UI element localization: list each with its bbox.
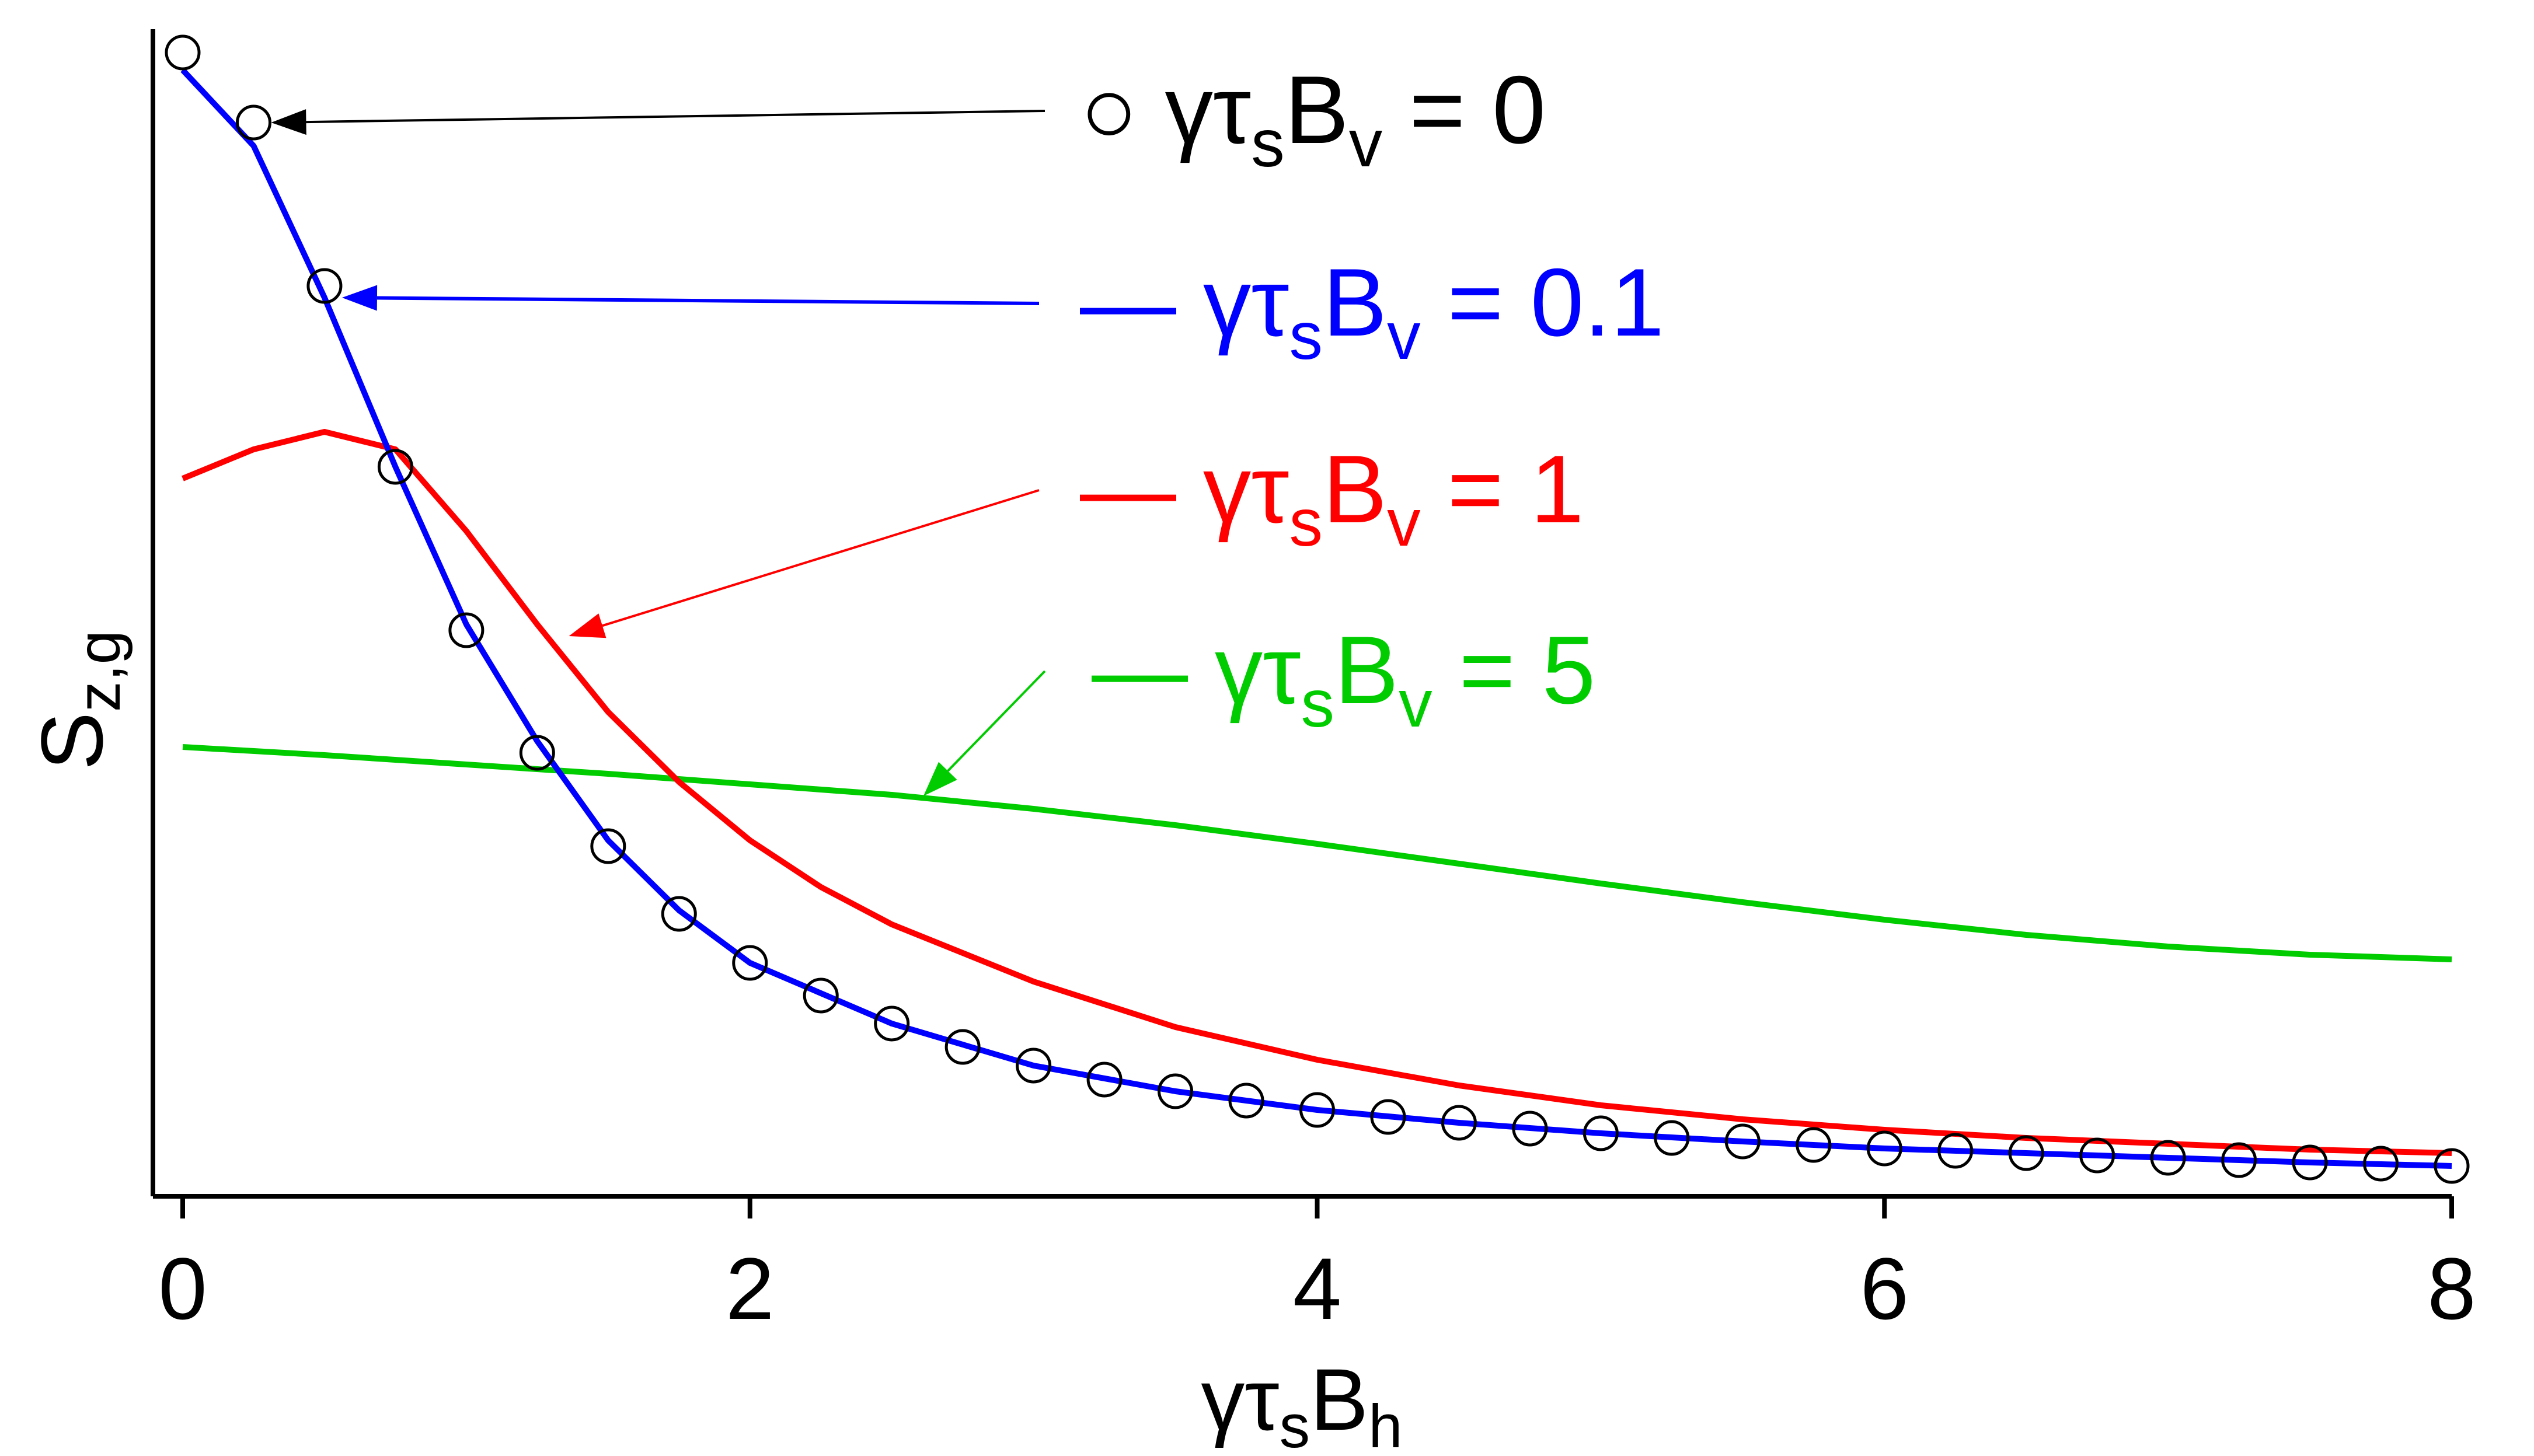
series-line xyxy=(182,744,2452,962)
data-point xyxy=(165,34,201,71)
legend-entry: — γτsBv = 5 xyxy=(1092,616,1595,741)
data-point xyxy=(1796,1127,1832,1163)
data-point xyxy=(2079,1137,2115,1174)
axes xyxy=(151,29,2452,1199)
data-point xyxy=(1866,1130,1902,1167)
data-point xyxy=(1370,1099,1406,1135)
legend-arrow-head xyxy=(341,285,378,311)
legend-entry: — γτsBv = 1 xyxy=(1080,435,1584,560)
x-tick-label: 0 xyxy=(158,1239,207,1338)
legend-arrow-line xyxy=(947,670,1046,772)
data-point xyxy=(235,104,271,141)
series-line xyxy=(180,68,2452,1169)
legend-arrow-line xyxy=(602,489,1040,627)
data-point xyxy=(1016,1048,1052,1084)
x-tick-label: 4 xyxy=(1293,1239,1341,1338)
data-point xyxy=(2292,1144,2328,1181)
legend-arrow-line xyxy=(377,296,1040,305)
data-point xyxy=(1654,1120,1690,1156)
data-point xyxy=(944,1029,981,1065)
data-point xyxy=(1086,1062,1123,1098)
legend: ○ γτsBv = 0 — γτsBv = 0.1 — γτsBv = 1 — γτs… xyxy=(1080,56,1664,741)
data-point xyxy=(1228,1083,1264,1119)
data-point xyxy=(2221,1142,2257,1178)
x-ticks: 0 2 4 6 8 xyxy=(158,1196,2476,1338)
x-axis-label: γτsBh xyxy=(1201,1350,1402,1456)
x-tick-label: 8 xyxy=(2427,1239,2476,1338)
data-point xyxy=(1724,1123,1761,1160)
legend-arrow-head xyxy=(569,613,607,638)
legend-entry: ○ γτsBv = 0 xyxy=(1080,56,1546,181)
series-layer xyxy=(165,34,2470,1184)
data-point xyxy=(803,977,839,1014)
x-tick-label: 2 xyxy=(726,1239,774,1338)
data-point xyxy=(448,612,485,648)
data-point xyxy=(1512,1111,1548,1147)
data-point xyxy=(2150,1140,2186,1176)
data-point xyxy=(732,945,768,981)
data-point xyxy=(377,449,413,485)
data-point xyxy=(1937,1133,1974,1169)
data-point xyxy=(2434,1148,2470,1184)
legend-arrow-line xyxy=(306,110,1045,124)
legend-entry: — γτsBv = 0.1 xyxy=(1080,249,1664,373)
data-point xyxy=(2363,1146,2399,1182)
data-point xyxy=(1583,1115,1619,1151)
data-point xyxy=(1441,1105,1477,1141)
data-point xyxy=(519,735,555,771)
data-point xyxy=(874,1005,910,1042)
data-point xyxy=(2008,1135,2044,1171)
data-point xyxy=(306,268,343,304)
legend-arrow-head xyxy=(923,762,957,796)
data-point xyxy=(1299,1092,1335,1128)
y-axis-label: Sz,g xyxy=(23,630,133,770)
legend-arrow-head xyxy=(271,109,306,135)
legend-arrows xyxy=(271,109,1046,796)
data-point xyxy=(661,896,697,932)
data-point xyxy=(590,828,626,864)
x-tick-label: 6 xyxy=(1860,1239,1909,1338)
data-point xyxy=(1158,1073,1194,1109)
